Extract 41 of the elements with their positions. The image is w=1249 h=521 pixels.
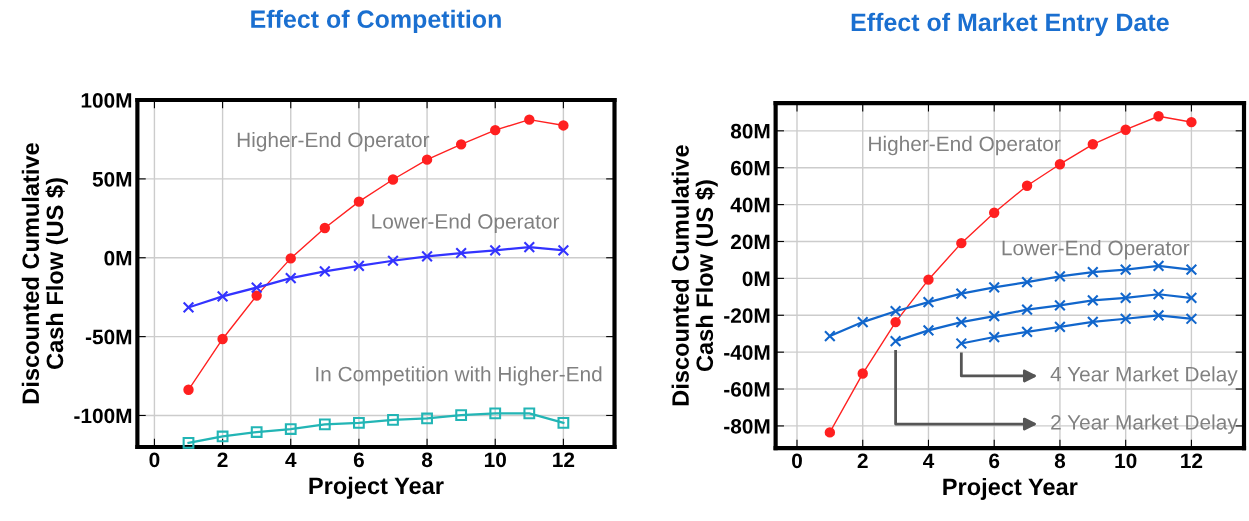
chart-title: Effect of Market Entry Date xyxy=(851,12,1169,37)
annotation: 4 Year Market Delay xyxy=(1050,366,1238,386)
y-tick-label: 100M xyxy=(81,93,132,108)
x-tick-label: 4 xyxy=(285,452,297,467)
y-tick-label: -40M xyxy=(724,345,770,360)
x-tick-label: 12 xyxy=(553,452,575,467)
annotation: Lower-End Operator xyxy=(1002,240,1190,260)
x-axis-title: Project Year xyxy=(943,477,1078,500)
annotation: Higher-End Operator xyxy=(869,135,1061,156)
y-axis-title: Discounted Cumulative Cash Flow (US $) xyxy=(671,145,718,406)
x-tick-label: 10 xyxy=(484,452,506,468)
x-tick-label: 0 xyxy=(149,452,160,468)
annotation: Lower-End Operator xyxy=(372,213,560,233)
y-tick-label: -50M xyxy=(85,329,132,345)
y-tick-label: 40M xyxy=(730,197,770,213)
y-tick-label: 0M xyxy=(104,250,132,266)
x-tick-label: 12 xyxy=(1181,453,1203,469)
annotation: 2 Year Market Delay xyxy=(1051,414,1238,434)
y-tick-label: -20M xyxy=(724,308,770,324)
y-tick-label: -100M xyxy=(74,408,132,424)
y-tick-label: 20M xyxy=(730,234,770,250)
x-tick-label: 6 xyxy=(353,452,364,468)
y-tick-label: 60M xyxy=(731,160,770,176)
x-tick-label: 6 xyxy=(989,453,1000,469)
x-tick-label: 8 xyxy=(421,452,433,468)
x-tick-label: 2 xyxy=(217,452,228,467)
y-axis-title: Discounted Cumulative Cash Flow (US $) xyxy=(21,143,68,404)
x-tick-label: 8 xyxy=(1054,453,1066,469)
annotation: Higher-End Operator xyxy=(237,131,430,152)
chart-title: Effect of Competition xyxy=(251,9,501,33)
y-tick-label: 80M xyxy=(730,123,770,139)
annotation: In Competition with Higher-End xyxy=(316,366,602,386)
x-tick-label: 0 xyxy=(792,453,802,469)
y-tick-label: 50M xyxy=(92,171,132,187)
x-axis-title: Project Year xyxy=(309,476,444,499)
x-tick-label: 10 xyxy=(1115,453,1137,469)
x-tick-label: 2 xyxy=(857,453,868,469)
y-tick-label: 0M xyxy=(742,271,770,287)
y-tick-label: -60M xyxy=(724,382,770,397)
x-tick-label: 4 xyxy=(922,453,935,469)
y-tick-label: -80M xyxy=(724,418,770,434)
